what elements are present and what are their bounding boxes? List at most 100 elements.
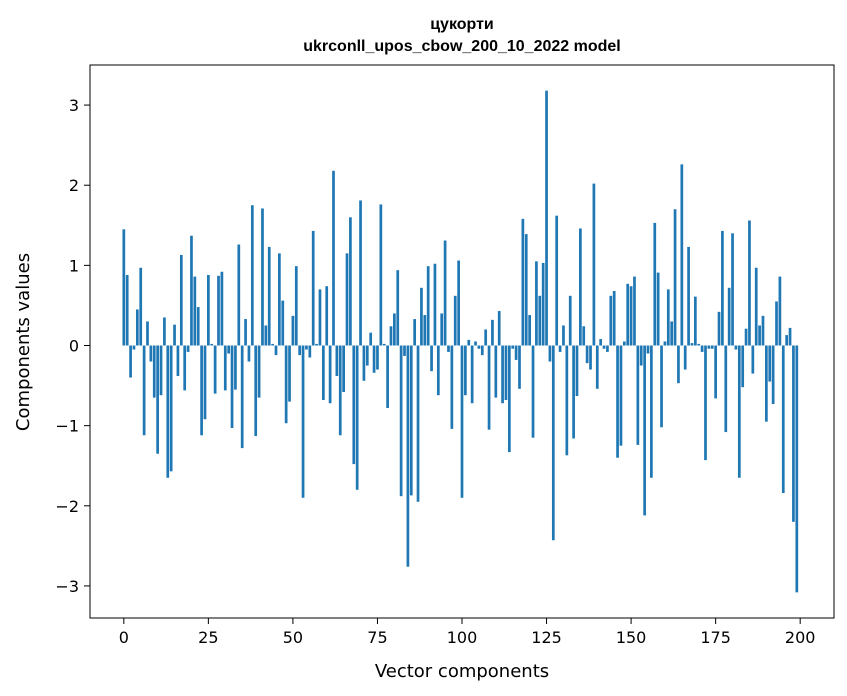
bar-41	[261, 208, 264, 346]
bar-26	[210, 343, 214, 346]
bar-178	[724, 345, 728, 433]
bar-151	[633, 276, 636, 346]
bar-48	[284, 345, 288, 424]
bar-16	[176, 345, 180, 376]
bar-114	[507, 345, 511, 453]
bar-103	[470, 345, 474, 404]
bar-152	[636, 345, 640, 445]
bar-42	[264, 325, 268, 346]
x-tick-label-150: 150	[616, 628, 647, 647]
bar-78	[386, 345, 389, 409]
y-axis: −3 −2 −1 0 1 2 3	[55, 96, 90, 596]
bar-173	[707, 345, 711, 349]
bar-194	[778, 276, 782, 346]
x-axis: 0 25 50 75 100 125 150 175 200	[119, 618, 815, 647]
bar-45	[274, 345, 278, 356]
bar-180	[731, 233, 734, 346]
bar-119	[524, 234, 528, 346]
bar-139	[592, 183, 596, 346]
bar-73	[369, 332, 373, 346]
bar-150	[629, 286, 633, 346]
bar-155	[646, 345, 650, 354]
bar-87	[416, 345, 420, 502]
bar-105	[477, 345, 481, 349]
bar-165	[680, 164, 684, 346]
bar-15	[173, 324, 176, 346]
bar-140	[595, 345, 599, 389]
bar-195	[781, 345, 785, 493]
bar-182	[737, 345, 741, 478]
bar-116	[514, 345, 518, 360]
bar-57	[315, 343, 318, 346]
bar-137	[585, 345, 589, 364]
bar-21	[193, 276, 197, 346]
bar-164	[677, 345, 680, 384]
bar-198	[792, 345, 795, 522]
bar-63	[335, 345, 339, 376]
bar-29	[220, 271, 224, 346]
bar-138	[589, 345, 592, 370]
bar-134	[575, 345, 579, 396]
bar-22	[196, 307, 200, 346]
bar-68	[352, 345, 356, 465]
bar-199	[795, 345, 799, 593]
bar-6	[142, 345, 146, 436]
bar-19	[186, 345, 190, 352]
bar-148	[622, 341, 626, 346]
bar-1	[125, 274, 129, 346]
bar-71	[362, 345, 366, 381]
bar-111	[497, 311, 501, 346]
bar-23	[200, 345, 203, 436]
bar-62	[332, 170, 335, 346]
bar-77	[382, 343, 386, 346]
bar-85	[409, 345, 413, 496]
bar-33	[234, 345, 237, 390]
bar-135	[579, 228, 582, 346]
bar-98	[453, 295, 457, 346]
bar-161	[666, 289, 670, 346]
bar-99	[457, 260, 460, 346]
bar-94	[440, 313, 444, 346]
bar-9	[152, 345, 156, 398]
bar-112	[501, 345, 504, 404]
bar-65	[342, 345, 345, 392]
bar-156	[650, 345, 653, 478]
bar-50	[291, 315, 295, 346]
bar-175	[714, 345, 717, 399]
bar-107	[484, 329, 488, 346]
bar-129	[558, 345, 562, 352]
bar-169	[693, 296, 697, 346]
bar-92	[433, 263, 437, 346]
bar-79	[389, 326, 393, 346]
x-tick-label-75: 75	[367, 628, 387, 647]
bar-93	[436, 345, 440, 396]
y-tick-label--1: −1	[55, 417, 79, 436]
bar-190	[765, 345, 768, 422]
bar-28	[217, 275, 220, 346]
bar-61	[328, 345, 332, 404]
y-tick-label-1: 1	[69, 256, 79, 275]
bar-35	[240, 345, 244, 449]
y-axis-label: Components values	[13, 253, 34, 431]
bar-153	[639, 345, 643, 366]
bar-196	[785, 335, 789, 346]
x-tick-label-0: 0	[119, 628, 129, 647]
bar-117	[518, 345, 521, 389]
bar-56	[311, 230, 315, 346]
bar-88	[420, 287, 423, 346]
bar-192	[771, 345, 775, 405]
y-tick-label-0: 0	[69, 337, 79, 356]
bar-197	[788, 327, 792, 346]
bar-97	[450, 345, 454, 429]
bar-51	[294, 266, 298, 346]
bar-49	[288, 345, 291, 402]
bar-36	[244, 319, 247, 346]
chart-title-line-2: ukrconll_upos_cbow_200_10_2022 model	[303, 38, 620, 55]
bar-83	[403, 345, 406, 356]
bar-128	[555, 215, 559, 346]
bar-32	[230, 345, 234, 429]
bar-162	[670, 321, 674, 346]
bar-52	[298, 345, 302, 356]
